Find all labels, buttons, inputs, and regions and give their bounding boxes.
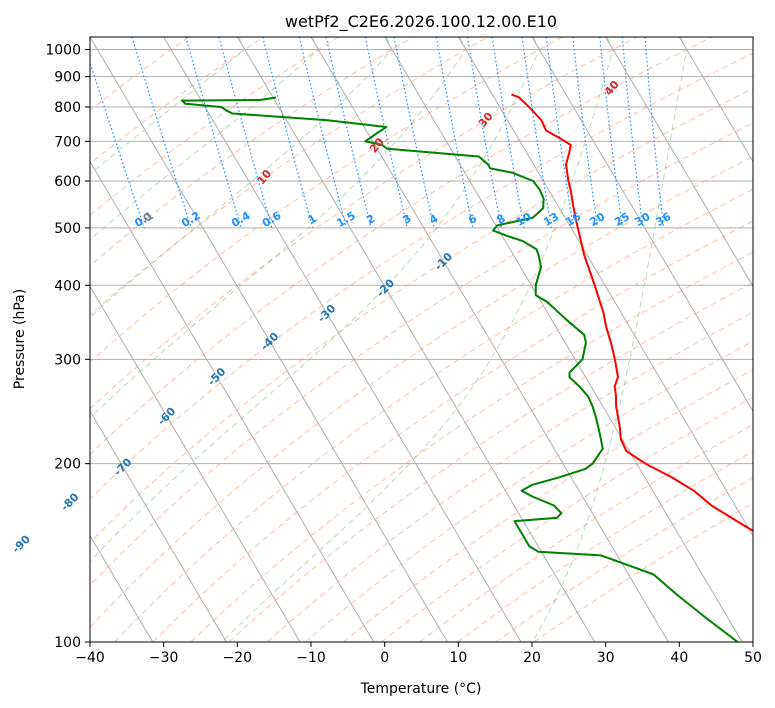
dry-adiabat-line bbox=[228, 281, 753, 642]
y-tick-label: 600 bbox=[54, 174, 81, 190]
x-tick-label: −20 bbox=[223, 650, 253, 666]
dry-adiabat-line bbox=[90, 37, 264, 165]
mixing-ratio-line bbox=[521, 37, 552, 229]
x-tick-label: 0 bbox=[380, 650, 389, 666]
mixing-ratio-line bbox=[298, 37, 347, 229]
grid-layer bbox=[90, 37, 753, 642]
dry-adiabat-line bbox=[90, 37, 638, 410]
x-tick-label: 10 bbox=[449, 650, 467, 666]
y-tick-label: 700 bbox=[54, 134, 81, 150]
dry-adiabat-line bbox=[343, 369, 753, 642]
mixing-ratio-line bbox=[572, 37, 599, 228]
isotherm-line bbox=[605, 37, 753, 288]
x-tick-label: 40 bbox=[670, 650, 688, 666]
temperature-profile-line bbox=[511, 93, 753, 532]
mixing-ratio-line bbox=[545, 37, 575, 228]
y-tick-label: 300 bbox=[54, 352, 81, 368]
dry-adiabat-line bbox=[90, 122, 753, 587]
isotherm-line bbox=[90, 534, 154, 642]
mixing-ratio-line bbox=[644, 37, 665, 228]
series-layer bbox=[181, 93, 753, 642]
dry-adiabat-line bbox=[266, 311, 753, 642]
chart-title: wetPf2_C2E6.2026.100.12.00.E10 bbox=[285, 12, 557, 32]
y-tick-label: 100 bbox=[54, 635, 81, 651]
x-tick-label: 20 bbox=[523, 650, 541, 666]
dry-adiabat-line bbox=[90, 52, 753, 500]
moist-adiabat-line bbox=[531, 37, 688, 642]
y-tick-label: 900 bbox=[54, 70, 81, 86]
isotherm-line bbox=[678, 37, 753, 163]
mixing-ratio-line bbox=[325, 37, 372, 229]
dry-adiabat-line bbox=[90, 37, 190, 111]
y-tick-label: 400 bbox=[54, 278, 81, 294]
y-tick-label: 800 bbox=[54, 100, 81, 116]
mixing-ratio-line bbox=[131, 37, 192, 229]
moist-adiabat-line bbox=[90, 37, 540, 562]
y-tick-label: 500 bbox=[54, 221, 81, 237]
isotherm-line bbox=[384, 37, 743, 642]
x-tick-label: −10 bbox=[296, 650, 326, 666]
x-axis-title: Temperature (°C) bbox=[360, 681, 482, 697]
isotherm-line bbox=[90, 37, 448, 642]
isotherm-line bbox=[163, 37, 522, 642]
dry-adiabat-line bbox=[90, 37, 488, 316]
axis-layer: −40 −30 −20 −10 0 10 20 30 40 50 100 200 300 400 500 60… bbox=[45, 43, 762, 666]
mixing-ratio-line bbox=[185, 37, 242, 229]
isotherm-line bbox=[90, 285, 301, 642]
dry-adiabat-line bbox=[90, 37, 712, 456]
y-tick-label: 200 bbox=[54, 457, 81, 473]
x-tick-label: 30 bbox=[597, 650, 615, 666]
y-tick-label: 1000 bbox=[45, 43, 81, 59]
isotherm-line bbox=[236, 37, 596, 642]
isotherm-line bbox=[90, 410, 227, 642]
mixing-ratio-line bbox=[262, 37, 314, 229]
mixing-ratio-line bbox=[599, 37, 623, 228]
isotherm-line bbox=[90, 160, 375, 642]
dry-adiabat-line bbox=[90, 88, 753, 544]
dry-adiabat-line bbox=[114, 188, 753, 642]
mixing-ratio-line bbox=[218, 37, 273, 229]
x-tick-label: −40 bbox=[75, 650, 105, 666]
dry-adiabat-line bbox=[381, 396, 753, 642]
isotherm-line bbox=[457, 37, 753, 537]
dewpoint-profile-line bbox=[181, 96, 739, 642]
isotherm-line bbox=[531, 37, 753, 413]
mixing-ratio-line bbox=[621, 37, 644, 228]
mixing-ratio-line bbox=[364, 37, 408, 229]
y-axis-title: Pressure (hPa) bbox=[12, 289, 28, 389]
dry-adiabat-line bbox=[304, 340, 753, 642]
dry-adiabat-line bbox=[90, 155, 753, 629]
plot-frame bbox=[89, 36, 754, 643]
x-tick-label: −30 bbox=[149, 650, 179, 666]
x-tick-label: 50 bbox=[744, 650, 762, 666]
